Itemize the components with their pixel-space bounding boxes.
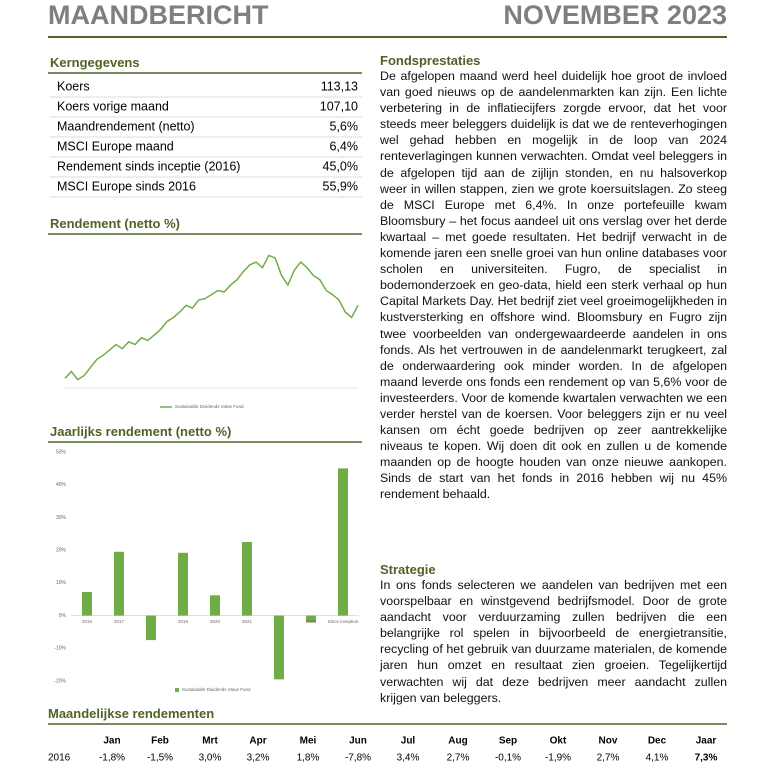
cell: -1,9% [545, 753, 571, 764]
section-title: Rendement (netto %) [50, 216, 180, 231]
bar [82, 592, 92, 616]
y-tick-label: 10% [56, 580, 67, 586]
column-header: Nov [599, 736, 618, 747]
column-header: Feb [151, 736, 169, 747]
bar [274, 615, 284, 680]
cell: -1,8% [99, 753, 125, 764]
cell: 3,2% [247, 753, 270, 764]
row-year: 2016 [48, 753, 71, 764]
row-label: MSCI Europe maand [57, 139, 174, 153]
legend-swatch [175, 688, 179, 692]
column-header: Aug [448, 736, 467, 747]
y-tick-label: 0% [59, 613, 67, 619]
bar [146, 615, 156, 641]
column-header: Mrt [202, 736, 218, 747]
x-tick-label: 2019 [178, 619, 189, 624]
cell: -1,5% [147, 753, 173, 764]
cell: 2,7% [447, 753, 470, 764]
cell: 3,4% [397, 753, 420, 764]
row-value: 5,6% [330, 119, 359, 133]
column-header: Jun [349, 736, 367, 747]
bar [338, 468, 348, 616]
cell: 4,1% [646, 753, 669, 764]
row-value: 55,9% [323, 179, 358, 193]
column-header: Jul [401, 736, 416, 747]
cell: -0,1% [495, 753, 521, 764]
cell: 3,0% [199, 753, 222, 764]
y-tick-label: 40% [56, 482, 67, 488]
column-header: Sep [499, 736, 517, 747]
report-title: MAANDBERICHT [48, 0, 269, 30]
section-title: Strategie [380, 562, 436, 577]
paragraph: De afgelopen maand werd heel duidelijk h… [380, 69, 727, 502]
report-date: NOVEMBER 2023 [503, 0, 727, 30]
y-tick-label: 20% [56, 547, 67, 553]
section-title: Fondsprestaties [380, 53, 481, 68]
row-value: 45,0% [323, 159, 358, 173]
bar [178, 552, 188, 616]
column-header: Jan [103, 736, 120, 747]
y-tick-label: -10% [54, 646, 66, 652]
paragraph: In ons fonds selecteren we aandelen van … [380, 578, 727, 705]
section-title: Jaarlijks rendement (netto %) [50, 424, 232, 439]
row-value: 6,4% [330, 139, 359, 153]
column-header: Apr [249, 736, 266, 747]
x-tick-label: 2021 [242, 619, 253, 624]
row-label: MSCI Europe sinds 2016 [57, 179, 196, 193]
bar [114, 551, 124, 616]
line-series [64, 254, 359, 381]
x-tick-label: 2020 [210, 619, 221, 624]
cell: 2,7% [597, 753, 620, 764]
legend-label: Sustainable Dividends Value Fund [182, 687, 251, 692]
row-value: 107,10 [320, 99, 358, 113]
row-label: Koers vorige maand [57, 99, 169, 113]
y-tick-label: 30% [56, 515, 67, 521]
column-header: Dec [648, 736, 667, 747]
cell: -7,8% [345, 753, 371, 764]
cell: 1,8% [297, 753, 320, 764]
row-label: Maandrendement (netto) [57, 119, 195, 133]
x-tick-label: 2016 [82, 619, 93, 624]
row-label: Rendement sinds inceptie (2016) [57, 159, 240, 173]
cell: 7,3% [695, 753, 718, 764]
column-header: Jaar [696, 736, 717, 747]
column-header: Okt [550, 736, 567, 747]
column-header: Mei [300, 736, 317, 747]
x-tick-label: 2017 [114, 619, 125, 624]
x-tick-label: Since inception [328, 619, 359, 624]
bar [242, 541, 252, 616]
y-tick-label: -20% [54, 678, 66, 684]
row-label: Koers [57, 79, 90, 93]
section-title: Maandelijkse rendementen [48, 706, 215, 721]
bar [306, 615, 316, 623]
section-title: Kerngegevens [50, 55, 140, 70]
legend-label: Sustainable Dividends Value Fund [175, 404, 244, 409]
row-value: 113,13 [321, 79, 358, 93]
y-tick-label: 50% [56, 449, 67, 455]
x-tick-label: 2023 [306, 619, 317, 624]
bar [210, 595, 220, 616]
